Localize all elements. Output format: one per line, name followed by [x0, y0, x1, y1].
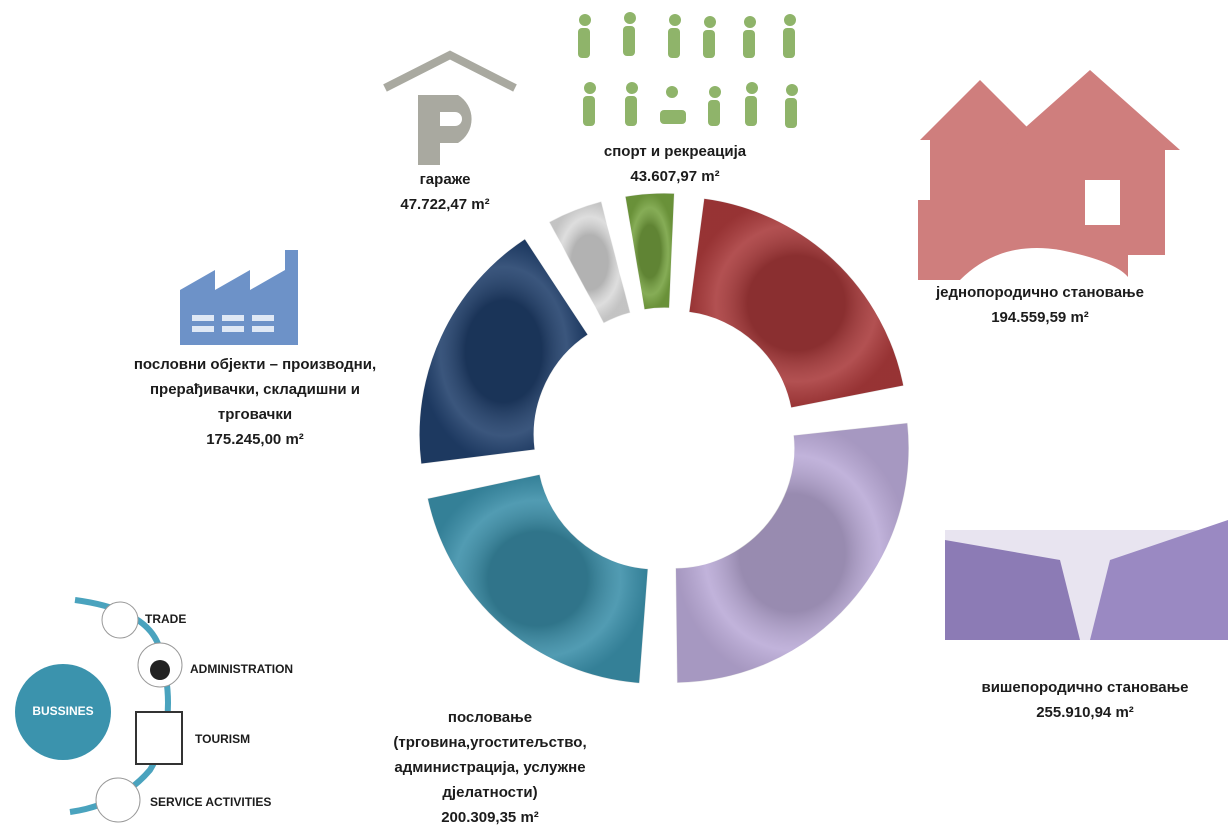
category-name: пословни објекти – производни, прерађива… [120, 352, 390, 427]
buildings-icon [945, 520, 1228, 640]
service-icon [96, 778, 140, 822]
donut-segment [689, 198, 904, 408]
parking-roof [385, 55, 515, 88]
category-name: гараже [370, 167, 520, 192]
value-label: 200.309,35 m² [370, 805, 610, 830]
business-diagram: BUSSINES TRADE ADMINISTRATION TOURISM SE… [15, 600, 293, 822]
admin-person [150, 660, 170, 680]
business-item: SERVICE ACTIVITIES [150, 795, 271, 809]
factory-icon [180, 250, 298, 345]
category-name: једнопородично становање [910, 280, 1170, 305]
parking-icon [418, 95, 472, 165]
donut-segment [625, 193, 674, 310]
houses-icon [918, 70, 1180, 280]
donut-segment [419, 239, 588, 464]
business-center: BUSSINES [32, 704, 93, 718]
value-label: 255.910,94 m² [935, 700, 1228, 725]
trade-icon [102, 602, 138, 638]
value-label: 194.559,59 m² [910, 305, 1170, 330]
donut-segment [427, 474, 648, 683]
category-name: вишепородично становање [935, 675, 1228, 700]
value-label: 43.607,97 m² [565, 164, 785, 189]
business-item: ADMINISTRATION [190, 662, 293, 676]
category-name: спорт и рекреација [565, 139, 785, 164]
sport-icons [578, 12, 798, 128]
value-label: 47.722,47 m² [370, 192, 520, 217]
page: BUSSINES TRADE ADMINISTRATION TOURISM SE… [0, 0, 1228, 835]
hotel-icon [136, 712, 182, 764]
donut-segment [675, 423, 908, 683]
segment-label: пословање (трговина,угоститељство, админ… [370, 705, 610, 830]
value-label: 175.245,00 m² [120, 427, 390, 452]
business-item: TOURISM [195, 732, 250, 746]
business-item: TRADE [145, 612, 186, 626]
category-name: пословање (трговина,угоститељство, админ… [370, 705, 610, 805]
segment-label: пословни објекти – производни, прерађива… [120, 352, 390, 452]
